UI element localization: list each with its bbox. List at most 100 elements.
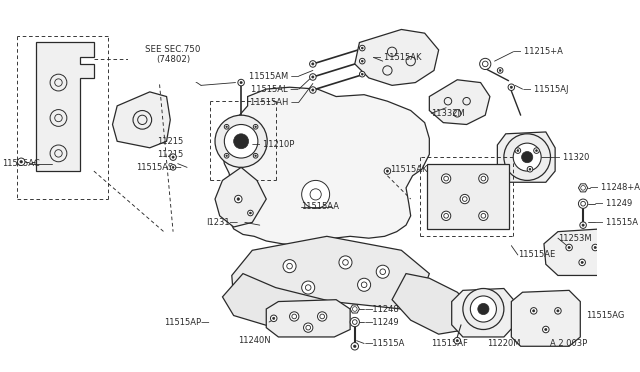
Circle shape xyxy=(497,68,503,73)
Text: I1231—: I1231— xyxy=(205,218,237,227)
Circle shape xyxy=(545,328,547,331)
Circle shape xyxy=(360,45,365,51)
Circle shape xyxy=(387,170,388,172)
Polygon shape xyxy=(266,300,350,337)
Text: — 11215+A: — 11215+A xyxy=(513,47,563,56)
Circle shape xyxy=(529,168,531,170)
Circle shape xyxy=(504,134,550,180)
Circle shape xyxy=(255,155,257,157)
Circle shape xyxy=(312,76,314,78)
Circle shape xyxy=(442,211,451,221)
Text: — 11249: — 11249 xyxy=(595,199,632,208)
Circle shape xyxy=(376,265,389,278)
Circle shape xyxy=(237,198,239,201)
Text: 11240N: 11240N xyxy=(238,336,271,345)
Circle shape xyxy=(250,212,252,214)
Circle shape xyxy=(353,345,356,347)
Circle shape xyxy=(513,143,541,171)
Polygon shape xyxy=(232,236,429,309)
Circle shape xyxy=(460,195,469,204)
Text: 11515AK: 11515AK xyxy=(390,165,428,174)
Circle shape xyxy=(463,289,504,330)
Circle shape xyxy=(310,74,316,80)
Text: —11248: —11248 xyxy=(364,305,399,314)
Circle shape xyxy=(478,304,489,315)
Circle shape xyxy=(592,244,598,251)
Circle shape xyxy=(172,166,174,169)
Circle shape xyxy=(350,317,360,327)
Circle shape xyxy=(226,126,227,128)
Polygon shape xyxy=(544,229,618,275)
Circle shape xyxy=(234,134,248,149)
Text: 11253M: 11253M xyxy=(558,234,591,243)
Circle shape xyxy=(310,61,316,67)
Text: 11332M: 11332M xyxy=(431,109,465,118)
Circle shape xyxy=(582,224,584,226)
Circle shape xyxy=(594,246,596,248)
Circle shape xyxy=(170,154,177,160)
Circle shape xyxy=(456,340,458,342)
Polygon shape xyxy=(223,87,429,246)
Circle shape xyxy=(172,156,174,158)
Circle shape xyxy=(360,71,365,77)
Circle shape xyxy=(579,199,588,208)
Circle shape xyxy=(581,261,583,263)
Circle shape xyxy=(301,281,315,294)
Circle shape xyxy=(273,317,275,320)
Circle shape xyxy=(384,168,390,174)
Circle shape xyxy=(510,86,513,89)
Circle shape xyxy=(283,260,296,273)
Circle shape xyxy=(479,174,488,183)
Text: 11515AF: 11515AF xyxy=(431,339,468,348)
Text: 11215: 11215 xyxy=(157,137,184,146)
Polygon shape xyxy=(392,273,476,334)
Text: 11515AS—: 11515AS— xyxy=(136,163,181,172)
Circle shape xyxy=(312,89,314,91)
Text: — 11515A: — 11515A xyxy=(595,218,638,227)
Circle shape xyxy=(351,343,358,350)
Polygon shape xyxy=(350,305,360,313)
Text: 11515AC: 11515AC xyxy=(3,159,40,168)
Polygon shape xyxy=(428,164,509,229)
Text: 11515AM —: 11515AM — xyxy=(248,71,299,81)
Circle shape xyxy=(517,150,519,151)
Circle shape xyxy=(522,151,532,163)
Polygon shape xyxy=(452,289,515,337)
Circle shape xyxy=(50,145,67,162)
Text: 11515AE: 11515AE xyxy=(518,250,555,259)
Circle shape xyxy=(580,222,586,228)
Polygon shape xyxy=(497,132,555,182)
Circle shape xyxy=(566,244,572,251)
Circle shape xyxy=(20,160,22,163)
Circle shape xyxy=(253,125,258,129)
Text: 11515AH —: 11515AH — xyxy=(250,97,299,107)
Circle shape xyxy=(555,308,561,314)
Circle shape xyxy=(543,326,549,333)
Text: 11515AG: 11515AG xyxy=(586,311,624,320)
Circle shape xyxy=(470,296,497,322)
Circle shape xyxy=(339,256,352,269)
Circle shape xyxy=(50,110,67,126)
Circle shape xyxy=(579,259,586,266)
Circle shape xyxy=(361,73,364,75)
Polygon shape xyxy=(511,291,580,346)
Circle shape xyxy=(255,126,257,128)
Polygon shape xyxy=(429,80,490,125)
Circle shape xyxy=(289,312,299,321)
Text: 11220M: 11220M xyxy=(487,339,520,348)
Circle shape xyxy=(531,308,537,314)
Circle shape xyxy=(301,180,330,208)
Polygon shape xyxy=(36,42,94,171)
Circle shape xyxy=(271,315,277,321)
Text: — 11248+A: — 11248+A xyxy=(589,183,639,192)
Polygon shape xyxy=(113,92,170,148)
Text: —11249: —11249 xyxy=(364,318,399,327)
Polygon shape xyxy=(579,184,588,192)
Circle shape xyxy=(568,246,570,248)
Circle shape xyxy=(508,84,515,90)
Circle shape xyxy=(361,47,364,49)
Text: — 11320: — 11320 xyxy=(552,153,589,161)
Circle shape xyxy=(225,125,258,158)
Circle shape xyxy=(303,323,313,332)
Circle shape xyxy=(310,87,316,93)
